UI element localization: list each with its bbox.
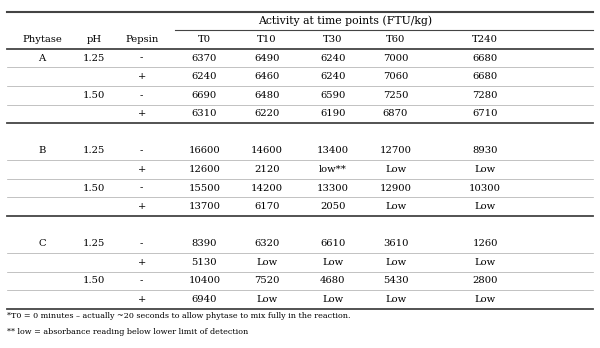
Text: +: + [137,165,146,174]
Text: 1260: 1260 [472,239,498,248]
Text: Low: Low [322,295,343,304]
Text: T10: T10 [257,35,277,44]
Text: T30: T30 [323,35,343,44]
Text: 6870: 6870 [383,109,408,118]
Text: -: - [140,239,143,248]
Text: 6320: 6320 [254,239,280,248]
Text: 2800: 2800 [472,276,498,285]
Text: Low: Low [322,258,343,267]
Text: 7060: 7060 [383,72,408,81]
Text: -: - [140,276,143,285]
Text: 15500: 15500 [188,183,220,192]
Text: +: + [137,258,146,267]
Text: 7250: 7250 [383,91,409,100]
Text: 6240: 6240 [320,54,346,63]
Text: -: - [140,147,143,156]
Text: 6690: 6690 [192,91,217,100]
Text: C: C [38,239,46,248]
Text: 14600: 14600 [251,147,283,156]
Text: 1.50: 1.50 [83,276,105,285]
Text: +: + [137,109,146,118]
Text: Low: Low [475,258,496,267]
Text: pH: pH [86,35,101,44]
Text: 14200: 14200 [251,183,283,192]
Text: 6310: 6310 [191,109,217,118]
Text: 6940: 6940 [191,295,217,304]
Text: 5130: 5130 [191,258,217,267]
Text: +: + [137,202,146,211]
Text: 12700: 12700 [380,147,412,156]
Text: 10400: 10400 [188,276,221,285]
Text: Low: Low [257,258,278,267]
Text: 8390: 8390 [191,239,217,248]
Text: Low: Low [385,202,406,211]
Text: 6370: 6370 [192,54,217,63]
Text: 1.50: 1.50 [83,91,105,100]
Text: 1.25: 1.25 [83,147,105,156]
Text: 6220: 6220 [254,109,280,118]
Text: -: - [140,183,143,192]
Text: 1.25: 1.25 [83,239,105,248]
Text: 1.25: 1.25 [83,54,105,63]
Text: Low: Low [385,165,406,174]
Text: Low: Low [475,165,496,174]
Text: Phytase: Phytase [22,35,62,44]
Text: +: + [137,72,146,81]
Text: -: - [140,91,143,100]
Text: 10300: 10300 [469,183,501,192]
Text: 6460: 6460 [254,72,280,81]
Text: Low: Low [385,258,406,267]
Text: T240: T240 [472,35,498,44]
Text: 13400: 13400 [317,147,349,156]
Text: 16600: 16600 [188,147,220,156]
Text: B: B [38,147,46,156]
Text: Low: Low [475,202,496,211]
Text: low**: low** [319,165,347,174]
Text: 7280: 7280 [472,91,498,100]
Text: 7520: 7520 [254,276,280,285]
Text: 3610: 3610 [383,239,409,248]
Text: 12600: 12600 [188,165,220,174]
Text: 7000: 7000 [383,54,409,63]
Text: 6680: 6680 [473,54,498,63]
Text: T60: T60 [386,35,405,44]
Text: 2120: 2120 [254,165,280,174]
Text: Low: Low [385,295,406,304]
Text: T0: T0 [198,35,211,44]
Text: 13700: 13700 [188,202,220,211]
Text: 6610: 6610 [320,239,346,248]
Text: 1.50: 1.50 [83,183,105,192]
Text: 6190: 6190 [320,109,346,118]
Text: 4680: 4680 [320,276,346,285]
Text: *T0 = 0 minutes – actually ~20 seconds to allow phytase to mix fully in the reac: *T0 = 0 minutes – actually ~20 seconds t… [7,312,351,320]
Text: Activity at time points (FTU/kg): Activity at time points (FTU/kg) [258,16,432,26]
Text: 6480: 6480 [254,91,280,100]
Text: -: - [140,54,143,63]
Text: A: A [38,54,46,63]
Text: 6240: 6240 [320,72,346,81]
Text: Pepsin: Pepsin [125,35,158,44]
Text: 5430: 5430 [383,276,409,285]
Text: 6490: 6490 [254,54,280,63]
Text: 2050: 2050 [320,202,346,211]
Text: 13300: 13300 [317,183,349,192]
Text: 6170: 6170 [254,202,280,211]
Text: 6710: 6710 [472,109,498,118]
Text: 12900: 12900 [380,183,412,192]
Text: 8930: 8930 [472,147,498,156]
Text: Low: Low [257,295,278,304]
Text: 6240: 6240 [191,72,217,81]
Text: ** low = absorbance reading below lower limit of detection: ** low = absorbance reading below lower … [7,327,248,335]
Text: 6680: 6680 [473,72,498,81]
Text: 6590: 6590 [320,91,346,100]
Text: Low: Low [475,295,496,304]
Text: +: + [137,295,146,304]
